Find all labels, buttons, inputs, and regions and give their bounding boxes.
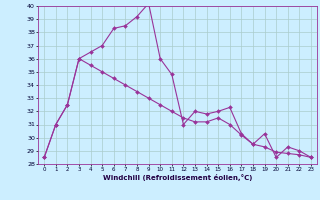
X-axis label: Windchill (Refroidissement éolien,°C): Windchill (Refroidissement éolien,°C) xyxy=(103,174,252,181)
